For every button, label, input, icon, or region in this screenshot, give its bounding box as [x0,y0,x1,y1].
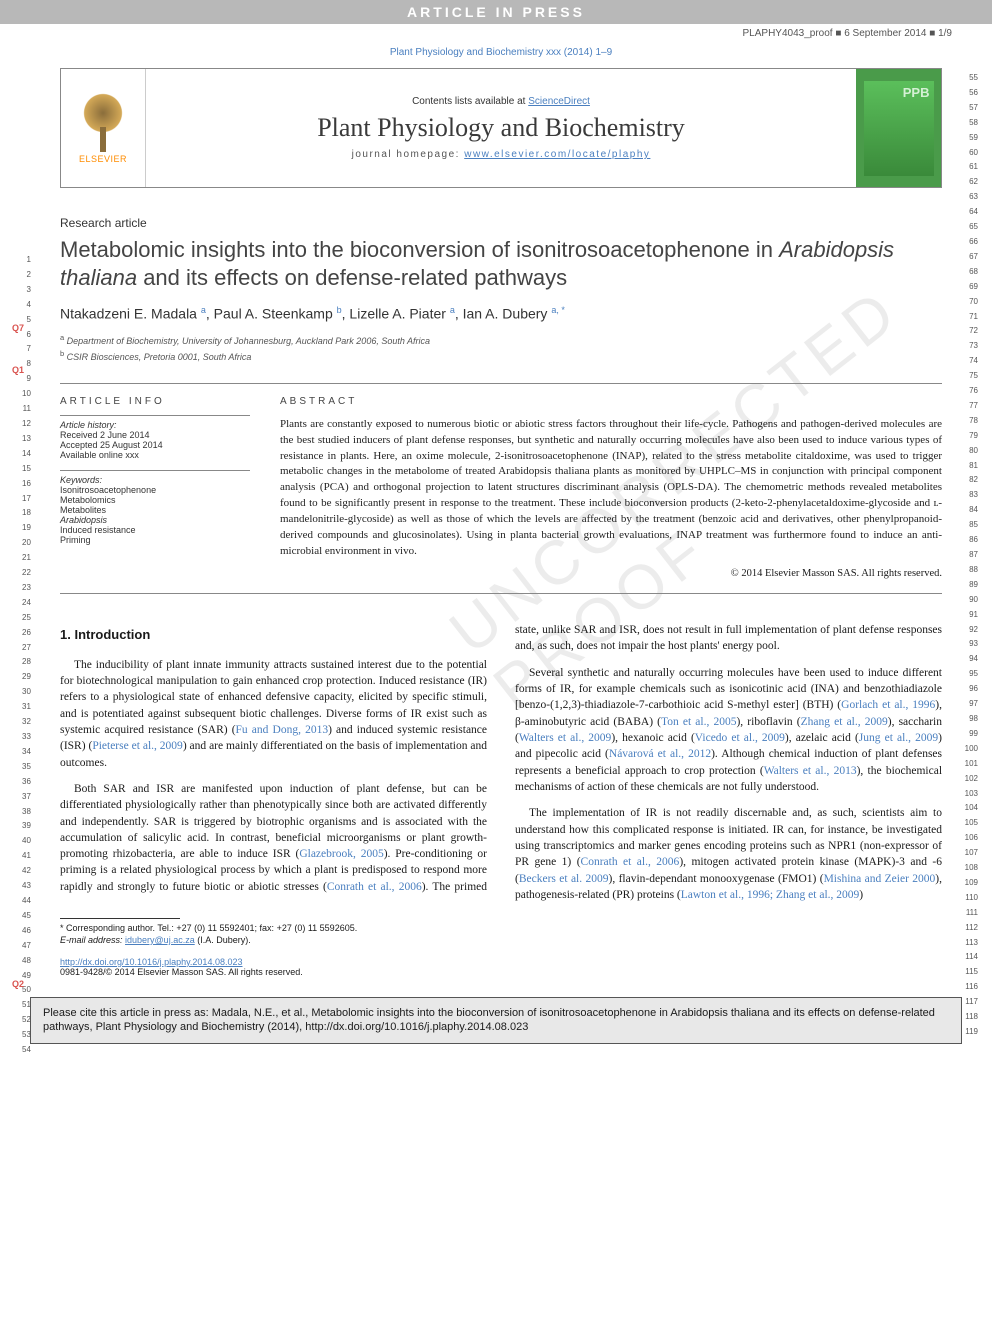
article-history-block: Article history: Received 2 June 2014 Ac… [60,415,250,460]
publisher-name: ELSEVIER [79,154,127,164]
citation-link[interactable]: Beckers et al. 2009 [519,873,609,885]
section-heading-introduction: 1. Introduction [60,626,487,644]
citation-link[interactable]: Zhang et al., 2009 [801,716,888,728]
journal-masthead: ELSEVIER Contents lists available at Sci… [60,68,942,188]
query-marker-q1: Q1 [12,365,24,375]
author-list: Ntakadzeni E. Madala a, Paul A. Steenkam… [60,305,942,322]
corresponding-author-footnote: * Corresponding author. Tel.: +27 (0) 11… [60,923,942,946]
corresponding-email-link[interactable]: idubery@uj.ac.za [125,935,195,945]
masthead-title-block: Contents lists available at ScienceDirec… [146,69,856,187]
citation-link[interactable]: Návarová et al., 2012 [609,748,711,760]
body-paragraph: The implementation of IR is not readily … [515,805,942,903]
footnote-rule [60,918,180,919]
citation-link[interactable]: Pieterse et al., 2009 [92,740,183,752]
cite-this-article-box: Please cite this article in press as: Ma… [30,997,962,1045]
citation-link[interactable]: Mishina and Zeier 2000 [824,873,936,885]
sciencedirect-link[interactable]: ScienceDirect [528,96,590,107]
body-paragraph: The inducibility of plant innate immunit… [60,657,487,771]
citation-link[interactable]: Walters et al., 2009 [519,732,611,744]
citation-link[interactable]: Fu and Dong, 2013 [236,724,329,736]
citation-link[interactable]: Jung et al., 2009 [859,732,938,744]
body-paragraph: Several synthetic and naturally occurrin… [515,665,942,796]
abstract-text: Plants are constantly exposed to numerou… [280,417,942,560]
article-title: Metabolomic insights into the bioconvers… [60,236,942,291]
citation-link[interactable]: Conrath et al., 2006 [581,856,680,868]
doi-link[interactable]: http://dx.doi.org/10.1016/j.plaphy.2014.… [60,957,242,967]
keywords-block: Keywords: IsonitrosoacetophenoneMetabolo… [60,470,250,545]
citation-link[interactable]: Gorlach et al., 1996 [841,699,935,711]
journal-homepage-link[interactable]: www.elsevier.com/locate/plaphy [464,149,650,160]
article-info-heading: ARTICLE INFO [60,396,250,407]
abstract-heading: ABSTRACT [280,396,942,407]
query-marker-q2: Q2 [12,979,24,989]
journal-homepage-line: journal homepage: www.elsevier.com/locat… [146,149,856,160]
query-marker-q7: Q7 [12,323,24,333]
line-numbers-right: 5556575859606162636465666768697071727374… [965,71,978,1040]
citation-link[interactable]: Vicedo et al., 2009 [695,732,785,744]
journal-name: Plant Physiology and Biochemistry [146,113,856,143]
journal-cover-thumb [856,69,941,187]
proof-metadata: PLAPHY4043_proof ■ 6 September 2014 ■ 1/… [0,24,992,41]
body-text-columns: 1. Introduction The inducibility of plan… [60,622,942,904]
citation-link[interactable]: Lawton et al., 1996; Zhang et al., 2009 [681,889,860,901]
citation-link[interactable]: Walters et al., 2013 [764,765,857,777]
contents-available-line: Contents lists available at ScienceDirec… [146,96,856,107]
doi-block: http://dx.doi.org/10.1016/j.plaphy.2014.… [60,957,942,977]
publisher-logo-block: ELSEVIER [61,69,146,187]
citation-link[interactable]: Conrath et al., 2006 [327,881,422,893]
ppb-cover-icon [864,81,934,176]
article-type: Research article [60,216,942,230]
journal-reference: Plant Physiology and Biochemistry xxx (2… [60,41,942,68]
citation-link[interactable]: Ton et al., 2005 [661,716,736,728]
abstract-column: ABSTRACT Plants are constantly exposed t… [280,396,942,579]
elsevier-tree-icon [78,92,128,152]
abstract-copyright: © 2014 Elsevier Masson SAS. All rights r… [280,568,942,579]
citation-link[interactable]: Glazebrook, 2005 [299,848,383,860]
article-in-press-banner: ARTICLE IN PRESS [0,0,992,24]
affiliation-list: a Department of Biochemistry, University… [60,332,942,365]
article-info-column: ARTICLE INFO Article history: Received 2… [60,396,250,579]
